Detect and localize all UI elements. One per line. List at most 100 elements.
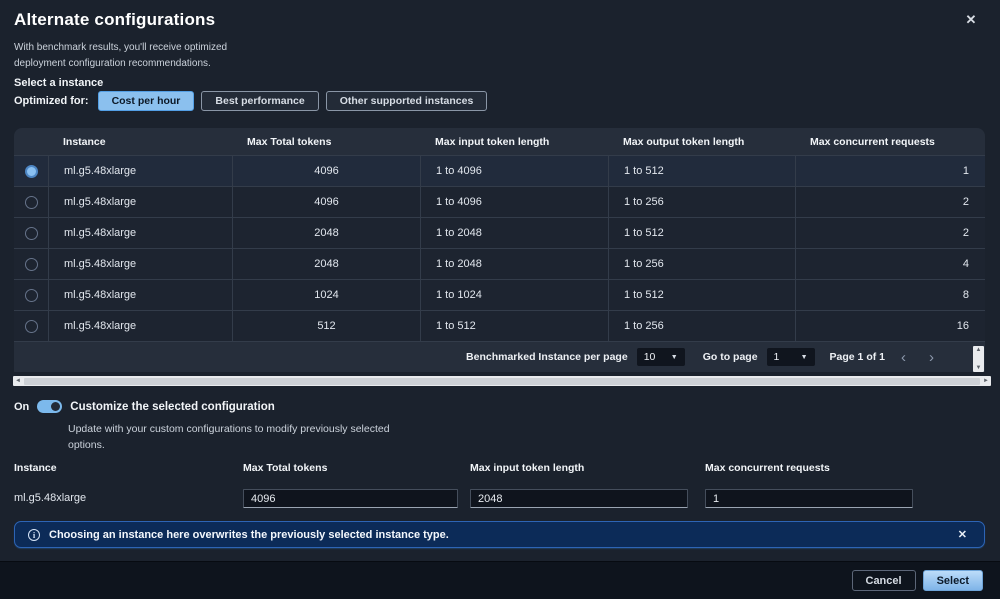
cell-max-concurrent-requests: 16 xyxy=(795,311,985,341)
customize-toggle-row: On Customize the selected configuration xyxy=(14,400,275,413)
header-max-input-token-length: Max input token length xyxy=(435,135,550,148)
row-radio-cell xyxy=(14,218,48,248)
page-status: Page 1 of 1 xyxy=(829,351,885,363)
next-page-icon[interactable]: › xyxy=(929,348,934,366)
header-max-total-tokens: Max Total tokens xyxy=(247,135,332,148)
select-instance-label: Select a instance xyxy=(14,77,104,89)
cell-max-total-tokens: 4096 xyxy=(232,187,420,217)
row-radio-cell xyxy=(14,311,48,341)
per-page-select[interactable]: 10 ▼ xyxy=(636,348,685,366)
cell-instance: ml.g5.48xlarge xyxy=(48,218,232,248)
cell-instance: ml.g5.48xlarge xyxy=(48,249,232,279)
cell-max-output-token-length: 1 to 256 xyxy=(608,249,795,279)
info-icon: i xyxy=(28,528,40,541)
cell-instance: ml.g5.48xlarge xyxy=(48,187,232,217)
form-max-concurrent-requests-label: Max concurrent requests xyxy=(705,462,830,474)
cell-max-total-tokens: 2048 xyxy=(232,218,420,248)
info-banner: i Choosing an instance here overwrites t… xyxy=(14,521,985,548)
instance-radio-button[interactable] xyxy=(24,164,38,178)
table-body: ml.g5.48xlarge 4096 1 to 4096 1 to 512 1 ml.g… xyxy=(14,155,985,341)
cell-max-output-token-length: 1 to 512 xyxy=(608,156,795,186)
cell-max-concurrent-requests: 1 xyxy=(795,156,985,186)
header-radio-spacer xyxy=(14,128,48,155)
cell-max-input-token-length: 1 to 4096 xyxy=(420,187,608,217)
max-concurrent-requests-input[interactable] xyxy=(705,489,913,508)
modal-description: With benchmark results, you'll receive o… xyxy=(14,42,228,69)
cell-max-concurrent-requests: 2 xyxy=(795,218,985,248)
form-instance-value: ml.g5.48xlarge xyxy=(14,492,87,504)
modal-title: Alternate configurations xyxy=(14,10,216,29)
banner-text: Choosing an instance here overwrites the… xyxy=(49,528,449,541)
cell-max-input-token-length: 1 to 1024 xyxy=(420,280,608,310)
header-instance: Instance xyxy=(63,135,106,148)
optimized-buttons: Cost per hour Best performance Other suppo… xyxy=(97,91,488,111)
banner-close-icon[interactable]: ✕ xyxy=(957,529,967,541)
select-button[interactable]: Select xyxy=(922,570,983,591)
table-row[interactable]: ml.g5.48xlarge 2048 1 to 2048 1 to 512 2 xyxy=(14,217,985,248)
vertical-scrollbar[interactable]: ▲ ▼ xyxy=(973,346,984,372)
cell-instance: ml.g5.48xlarge xyxy=(48,311,232,341)
instance-radio-button[interactable] xyxy=(24,319,38,333)
instance-radio-button[interactable] xyxy=(24,257,38,271)
cell-max-output-token-length: 1 to 512 xyxy=(608,218,795,248)
header-max-output-token-length: Max output token length xyxy=(623,135,745,148)
optimized-option-cost-per-hour[interactable]: Cost per hour xyxy=(97,91,195,111)
goto-page-label: Go to page xyxy=(702,351,758,363)
table-row[interactable]: ml.g5.48xlarge 4096 1 to 4096 1 to 256 2 xyxy=(14,186,985,217)
form-instance-label: Instance xyxy=(14,462,57,474)
cell-instance: ml.g5.48xlarge xyxy=(48,280,232,310)
customize-title: Customize the selected configuration xyxy=(70,400,275,413)
close-icon[interactable]: ✕ xyxy=(965,12,977,27)
goto-page-value: 1 xyxy=(773,351,780,363)
row-radio-cell xyxy=(14,249,48,279)
form-max-input-token-length-label: Max input token length xyxy=(470,462,585,474)
cell-max-input-token-length: 1 to 2048 xyxy=(420,218,608,248)
per-page-label: Benchmarked Instance per page xyxy=(466,351,628,363)
scroll-up-icon: ▲ xyxy=(975,347,982,353)
cell-instance: ml.g5.48xlarge xyxy=(48,156,232,186)
optimized-option-other-supported-instances[interactable]: Other supported instances xyxy=(325,91,488,111)
header-max-concurrent-requests: Max concurrent requests xyxy=(810,135,935,148)
max-total-tokens-input[interactable] xyxy=(243,489,458,508)
scrollbar-thumb[interactable] xyxy=(24,377,980,385)
pagination-bar: Benchmarked Instance per page 10 ▼ Go to… xyxy=(14,341,985,372)
cell-max-concurrent-requests: 2 xyxy=(795,187,985,217)
table-row[interactable]: ml.g5.48xlarge 4096 1 to 4096 1 to 512 1 xyxy=(14,155,985,186)
cell-max-output-token-length: 1 to 256 xyxy=(608,187,795,217)
chevron-down-icon: ▼ xyxy=(670,353,678,361)
instance-table: Instance Max Total tokens Max input toke… xyxy=(14,128,985,372)
table-row[interactable]: ml.g5.48xlarge 512 1 to 512 1 to 256 16 xyxy=(14,310,985,341)
cell-max-total-tokens: 512 xyxy=(232,311,420,341)
optimized-for-row: Optimized for: Cost per hour Best perform… xyxy=(14,91,488,111)
optimized-for-label: Optimized for: xyxy=(14,95,89,107)
goto-page-select[interactable]: 1 ▼ xyxy=(766,348,815,366)
cell-max-output-token-length: 1 to 256 xyxy=(608,311,795,341)
table-header: Instance Max Total tokens Max input toke… xyxy=(14,128,985,155)
cell-max-total-tokens: 4096 xyxy=(232,156,420,186)
chevron-down-icon: ▼ xyxy=(800,353,808,361)
customize-description: Update with your custom configurations t… xyxy=(68,423,390,452)
cell-max-concurrent-requests: 4 xyxy=(795,249,985,279)
table-row[interactable]: ml.g5.48xlarge 2048 1 to 2048 1 to 256 4 xyxy=(14,248,985,279)
optimized-option-best-performance[interactable]: Best performance xyxy=(201,91,319,111)
scroll-right-icon: ► xyxy=(983,378,989,384)
row-radio-cell xyxy=(14,280,48,310)
customize-toggle[interactable] xyxy=(37,400,63,413)
cell-max-concurrent-requests: 8 xyxy=(795,280,985,310)
horizontal-scrollbar[interactable]: ◄ ► xyxy=(13,376,991,386)
instance-radio-button[interactable] xyxy=(24,195,38,209)
modal-footer: Cancel Select xyxy=(0,561,1000,599)
instance-radio-button[interactable] xyxy=(24,226,38,240)
cell-max-input-token-length: 1 to 512 xyxy=(420,311,608,341)
cancel-button[interactable]: Cancel xyxy=(851,570,916,591)
toggle-state-label: On xyxy=(14,400,30,413)
form-max-total-tokens-label: Max Total tokens xyxy=(243,462,328,474)
instance-radio-button[interactable] xyxy=(24,288,38,302)
row-radio-cell xyxy=(14,187,48,217)
toggle-knob-icon xyxy=(51,402,61,411)
table-row[interactable]: ml.g5.48xlarge 1024 1 to 1024 1 to 512 8 xyxy=(14,279,985,310)
cell-max-total-tokens: 2048 xyxy=(232,249,420,279)
max-input-token-length-input[interactable] xyxy=(470,489,688,508)
previous-page-icon[interactable]: ‹ xyxy=(901,348,906,366)
